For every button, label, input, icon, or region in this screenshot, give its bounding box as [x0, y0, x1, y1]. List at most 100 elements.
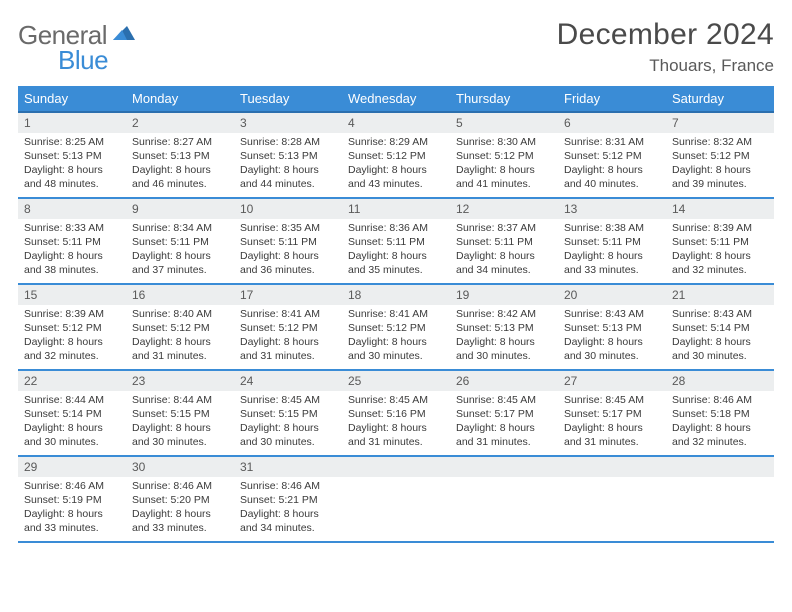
daylight-line-2: and 30 minutes. [132, 436, 228, 450]
sunrise-line: Sunrise: 8:34 AM [132, 222, 228, 236]
day-body: Sunrise: 8:37 AMSunset: 5:11 PMDaylight:… [450, 219, 558, 283]
daylight-line-1: Daylight: 8 hours [24, 250, 120, 264]
sunrise-line: Sunrise: 8:46 AM [240, 480, 336, 494]
sunrise-line: Sunrise: 8:43 AM [672, 308, 768, 322]
day-number: 6 [558, 113, 666, 133]
sunset-line: Sunset: 5:20 PM [132, 494, 228, 508]
daylight-line-2: and 39 minutes. [672, 178, 768, 192]
daylight-line-2: and 30 minutes. [456, 350, 552, 364]
daylight-line-2: and 48 minutes. [24, 178, 120, 192]
sunrise-line: Sunrise: 8:41 AM [240, 308, 336, 322]
sunrise-line: Sunrise: 8:46 AM [672, 394, 768, 408]
daylight-line-2: and 30 minutes. [348, 350, 444, 364]
sunrise-line: Sunrise: 8:36 AM [348, 222, 444, 236]
calendar-day-cell: 27Sunrise: 8:45 AMSunset: 5:17 PMDayligh… [558, 370, 666, 456]
calendar-week-row: 8Sunrise: 8:33 AMSunset: 5:11 PMDaylight… [18, 198, 774, 284]
sunset-line: Sunset: 5:13 PM [240, 150, 336, 164]
daylight-line-1: Daylight: 8 hours [24, 422, 120, 436]
day-number: 12 [450, 199, 558, 219]
day-number: 17 [234, 285, 342, 305]
day-number: 27 [558, 371, 666, 391]
calendar-week-row: 1Sunrise: 8:25 AMSunset: 5:13 PMDaylight… [18, 112, 774, 198]
daylight-line-2: and 34 minutes. [240, 522, 336, 536]
daylight-line-1: Daylight: 8 hours [240, 422, 336, 436]
calendar-day-cell [450, 456, 558, 542]
day-body: Sunrise: 8:43 AMSunset: 5:13 PMDaylight:… [558, 305, 666, 369]
dow-friday: Friday [558, 86, 666, 112]
day-number: 1 [18, 113, 126, 133]
sunset-line: Sunset: 5:16 PM [348, 408, 444, 422]
day-number: 24 [234, 371, 342, 391]
day-number: 13 [558, 199, 666, 219]
daylight-line-1: Daylight: 8 hours [348, 164, 444, 178]
day-number: 30 [126, 457, 234, 477]
day-number: 22 [18, 371, 126, 391]
calendar-day-cell: 20Sunrise: 8:43 AMSunset: 5:13 PMDayligh… [558, 284, 666, 370]
day-body: Sunrise: 8:45 AMSunset: 5:17 PMDaylight:… [558, 391, 666, 455]
daylight-line-1: Daylight: 8 hours [456, 250, 552, 264]
sunset-line: Sunset: 5:12 PM [348, 322, 444, 336]
daylight-line-2: and 36 minutes. [240, 264, 336, 278]
calendar-day-cell: 1Sunrise: 8:25 AMSunset: 5:13 PMDaylight… [18, 112, 126, 198]
day-number: 14 [666, 199, 774, 219]
day-body [342, 477, 450, 541]
day-body: Sunrise: 8:28 AMSunset: 5:13 PMDaylight:… [234, 133, 342, 197]
sunset-line: Sunset: 5:11 PM [672, 236, 768, 250]
calendar-week-row: 29Sunrise: 8:46 AMSunset: 5:19 PMDayligh… [18, 456, 774, 542]
dow-tuesday: Tuesday [234, 86, 342, 112]
daylight-line-1: Daylight: 8 hours [132, 336, 228, 350]
calendar-day-cell: 6 Sunrise: 8:31 AMSunset: 5:12 PMDaylight… [558, 112, 666, 198]
day-number [558, 457, 666, 477]
sunset-line: Sunset: 5:12 PM [348, 150, 444, 164]
calendar-day-cell: 28Sunrise: 8:46 AMSunset: 5:18 PMDayligh… [666, 370, 774, 456]
daylight-line-1: Daylight: 8 hours [348, 336, 444, 350]
day-number: 18 [342, 285, 450, 305]
day-body: Sunrise: 8:39 AMSunset: 5:11 PMDaylight:… [666, 219, 774, 283]
day-number: 4 [342, 113, 450, 133]
daylight-line-2: and 31 minutes. [456, 436, 552, 450]
sunset-line: Sunset: 5:13 PM [456, 322, 552, 336]
sunrise-line: Sunrise: 8:33 AM [24, 222, 120, 236]
day-body: Sunrise: 8:33 AMSunset: 5:11 PMDaylight:… [18, 219, 126, 283]
logo-text-2: Blue [58, 45, 135, 76]
sunrise-line: Sunrise: 8:39 AM [672, 222, 768, 236]
sunset-line: Sunset: 5:13 PM [132, 150, 228, 164]
daylight-line-2: and 31 minutes. [240, 350, 336, 364]
calendar-day-cell: 10Sunrise: 8:35 AMSunset: 5:11 PMDayligh… [234, 198, 342, 284]
sunrise-line: Sunrise: 8:31 AM [564, 136, 660, 150]
daylight-line-2: and 30 minutes. [24, 436, 120, 450]
daylight-line-2: and 33 minutes. [564, 264, 660, 278]
day-body: Sunrise: 8:44 AMSunset: 5:14 PMDaylight:… [18, 391, 126, 455]
daylight-line-1: Daylight: 8 hours [132, 250, 228, 264]
day-body: Sunrise: 8:43 AMSunset: 5:14 PMDaylight:… [666, 305, 774, 369]
sunrise-line: Sunrise: 8:46 AM [132, 480, 228, 494]
daylight-line-2: and 30 minutes. [240, 436, 336, 450]
calendar-day-cell: 14Sunrise: 8:39 AMSunset: 5:11 PMDayligh… [666, 198, 774, 284]
day-body: Sunrise: 8:34 AMSunset: 5:11 PMDaylight:… [126, 219, 234, 283]
sunset-line: Sunset: 5:17 PM [564, 408, 660, 422]
calendar-day-cell: 5Sunrise: 8:30 AMSunset: 5:12 PMDaylight… [450, 112, 558, 198]
daylight-line-2: and 30 minutes. [564, 350, 660, 364]
day-body: Sunrise: 8:46 AMSunset: 5:20 PMDaylight:… [126, 477, 234, 541]
calendar-day-cell: 24Sunrise: 8:45 AMSunset: 5:15 PMDayligh… [234, 370, 342, 456]
day-body: Sunrise: 8:45 AMSunset: 5:15 PMDaylight:… [234, 391, 342, 455]
day-number: 3 [234, 113, 342, 133]
day-number: 29 [18, 457, 126, 477]
sunrise-line: Sunrise: 8:27 AM [132, 136, 228, 150]
daylight-line-1: Daylight: 8 hours [564, 164, 660, 178]
calendar-day-cell [666, 456, 774, 542]
day-number: 28 [666, 371, 774, 391]
calendar-day-cell: 31Sunrise: 8:46 AMSunset: 5:21 PMDayligh… [234, 456, 342, 542]
sunset-line: Sunset: 5:12 PM [672, 150, 768, 164]
sunset-line: Sunset: 5:12 PM [564, 150, 660, 164]
day-number: 26 [450, 371, 558, 391]
day-number: 2 [126, 113, 234, 133]
day-body: Sunrise: 8:46 AMSunset: 5:21 PMDaylight:… [234, 477, 342, 541]
day-body: Sunrise: 8:45 AMSunset: 5:17 PMDaylight:… [450, 391, 558, 455]
daylight-line-1: Daylight: 8 hours [24, 336, 120, 350]
calendar-day-cell: 3Sunrise: 8:28 AMSunset: 5:13 PMDaylight… [234, 112, 342, 198]
day-body: Sunrise: 8:45 AMSunset: 5:16 PMDaylight:… [342, 391, 450, 455]
daylight-line-1: Daylight: 8 hours [348, 250, 444, 264]
daylight-line-1: Daylight: 8 hours [240, 336, 336, 350]
day-number: 7 [666, 113, 774, 133]
